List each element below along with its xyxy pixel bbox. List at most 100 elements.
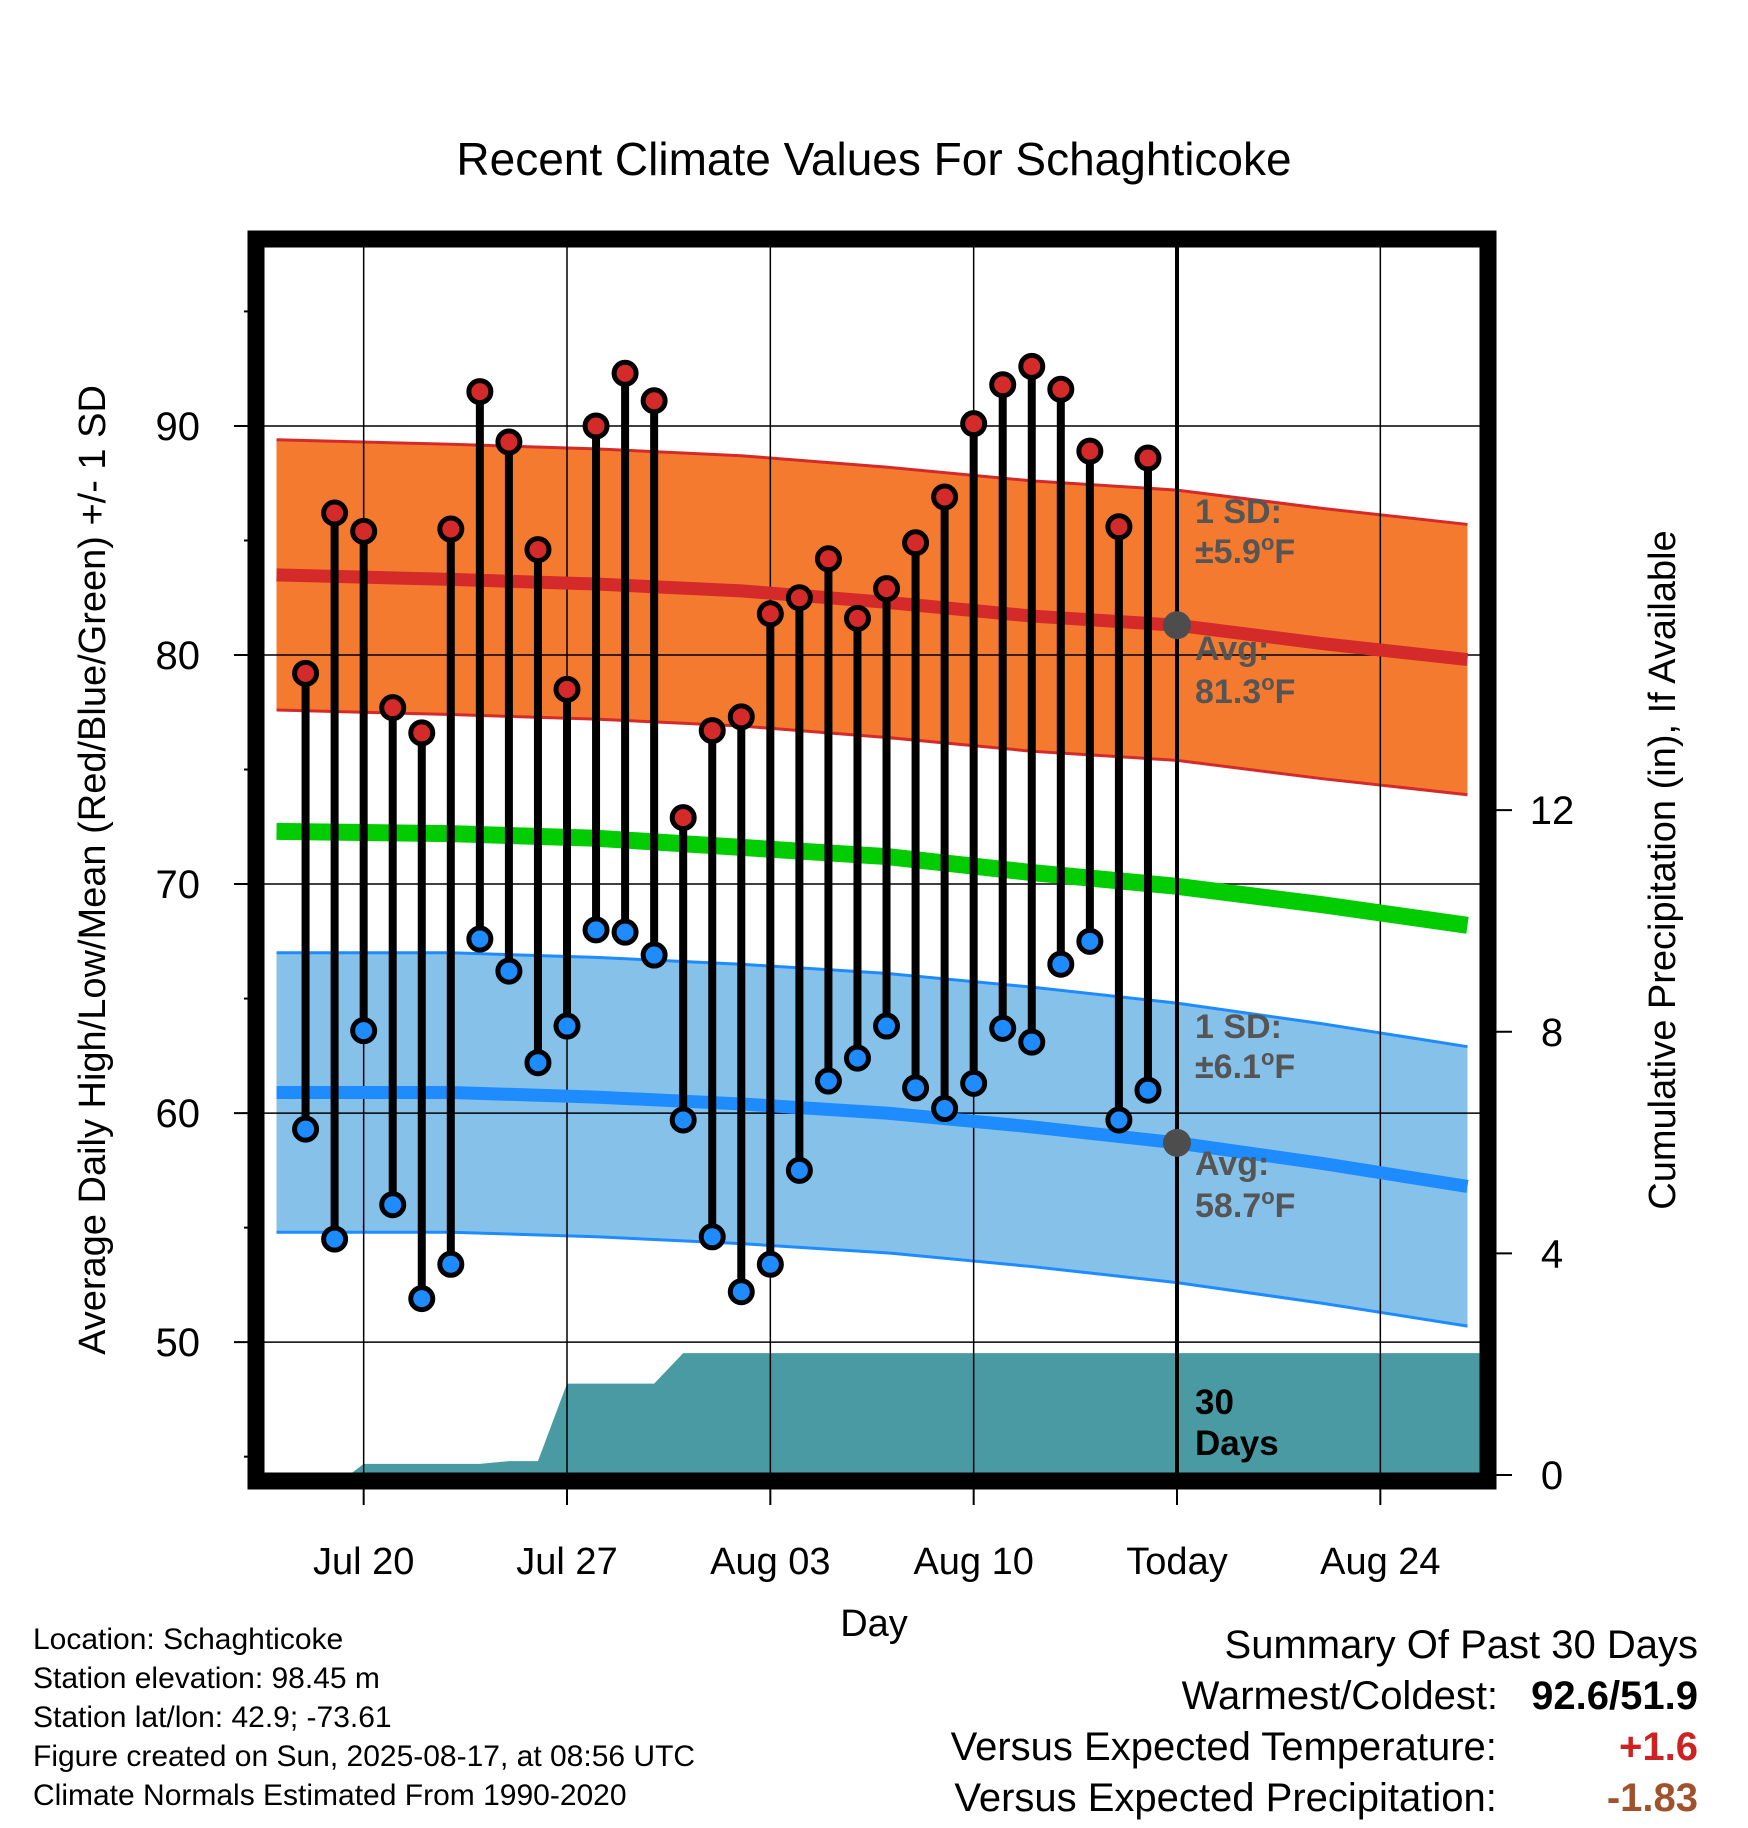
x-tick-label: Jul 27: [516, 1541, 617, 1583]
daily-high-point: [640, 387, 668, 415]
daily-high-point: [437, 515, 465, 543]
x-tick-label: Aug 24: [1320, 1541, 1440, 1583]
low-avg-value: 58.7oF: [1195, 1184, 1295, 1225]
x-tick-label: Aug 03: [710, 1541, 830, 1583]
plot-border: [247, 230, 1497, 1490]
y2-tick-label: 8: [1541, 1011, 1563, 1055]
daily-high-point: [989, 371, 1017, 399]
daily-low-point: [524, 1049, 552, 1077]
daily-high-point: [727, 703, 755, 731]
normal-mean-line: [276, 822, 1469, 934]
temp-label: Versus Expected Temperature:: [950, 1725, 1497, 1769]
daily-low-point: [989, 1014, 1017, 1042]
daily-high-point: [902, 529, 930, 557]
daily-low-point: [437, 1250, 465, 1278]
low-sd-band: [276, 952, 1468, 1327]
chart-title: Recent Climate Values For Schaghticoke: [456, 133, 1291, 185]
low-avg-label: Avg:: [1195, 1145, 1269, 1183]
daily-low-point: [553, 1012, 581, 1040]
precip-label: Versus Expected Precipitation:: [954, 1776, 1497, 1820]
daily-high-point: [669, 804, 697, 832]
daily-high-point: [1018, 352, 1046, 380]
plot-frame: [247, 230, 1497, 1490]
daily-high-point: [1047, 375, 1075, 403]
daily-low-point: [1134, 1076, 1162, 1104]
daily-high-point: [495, 428, 523, 456]
daily-low-point: [902, 1074, 930, 1102]
daily-high-point: [466, 378, 494, 406]
daily-low-point: [698, 1223, 726, 1251]
daily-high-point: [1076, 437, 1104, 465]
daily-low-point: [582, 916, 610, 944]
high-sd-value: ±5.9oF: [1195, 530, 1295, 571]
low-sd-value: ±6.1oF: [1195, 1045, 1295, 1086]
daily-high-point: [408, 719, 436, 747]
daily-low-point: [640, 941, 668, 969]
low-sd-label: 1 SD:: [1195, 1008, 1282, 1046]
y2-axis-label: Cumulative Precipitation (in), If Availa…: [1642, 530, 1684, 1209]
y-tick-label: 50: [156, 1321, 201, 1365]
axes: 50 60 70 80 90 0 4 8 12 Jul 20 Jul 27 Aug 03 Aug 10 T…: [156, 310, 1575, 1583]
daily-high-point: [814, 545, 842, 573]
daily-low-point: [466, 925, 494, 953]
daily-low-point: [379, 1191, 407, 1219]
summary-warm-cold-row: Warmest/Coldest: 92.6/51.9: [951, 1671, 1698, 1722]
y-axis-label: Average Daily High/Low/Mean (Red/Blue/Gr…: [72, 385, 114, 1355]
daily-high-point: [756, 600, 784, 628]
elevation-text: Station elevation: 98.45 m: [33, 1662, 380, 1695]
y-tick-label: 70: [156, 863, 201, 907]
summary-precip-row: Versus Expected Precipitation: -1.83: [951, 1773, 1698, 1824]
today-high-avg-dot: [1163, 611, 1191, 640]
high-avg-label: Avg:: [1195, 630, 1269, 668]
daily-high-point: [873, 575, 901, 603]
summary-title: Summary Of Past 30 Days: [1224, 1623, 1698, 1667]
summary-temp-row: Versus Expected Temperature: +1.6: [951, 1722, 1698, 1773]
daily-low-point: [1105, 1106, 1133, 1134]
y2-tick-label: 0: [1541, 1454, 1563, 1498]
precip-cumulative-area: [262, 1353, 1482, 1475]
daily-high-point: [1105, 513, 1133, 541]
y-tick-label: 90: [156, 405, 201, 449]
y2-tick-label: 12: [1530, 789, 1575, 833]
normal-low-line: [276, 1085, 1469, 1193]
daily-high-point: [292, 659, 320, 687]
location-text: Location: Schaghticoke: [33, 1623, 344, 1656]
daily-low-point: [785, 1156, 813, 1184]
high-avg-value: 81.3oF: [1195, 670, 1295, 711]
daily-high-point: [785, 584, 813, 612]
normals-text: Climate Normals Estimated From 1990-2020: [33, 1779, 627, 1812]
daily-low-point: [843, 1044, 871, 1072]
temp-value: +1.6: [1619, 1725, 1698, 1769]
y-tick-label: 80: [156, 634, 201, 678]
daily-low-point: [611, 918, 639, 946]
daily-high-point: [524, 536, 552, 564]
daily-high-point: [1134, 444, 1162, 472]
daily-low-point: [1076, 927, 1104, 955]
latlon-text: Station lat/lon: 42.9; -73.61: [33, 1701, 392, 1734]
daily-range-bars: [301, 366, 1152, 1299]
daily-low-point: [814, 1067, 842, 1095]
daily-low-point: [321, 1225, 349, 1253]
daily-low-point: [1047, 950, 1075, 978]
daily-low-point: [669, 1106, 697, 1134]
normal-bands: [276, 438, 1468, 1328]
daily-high-point: [553, 675, 581, 703]
daily-high-point: [582, 412, 610, 440]
low-sd-band-lower-edge: [276, 1230, 1468, 1328]
daily-low-point: [292, 1115, 320, 1143]
daily-low-point: [727, 1278, 755, 1306]
daily-high-point: [960, 410, 988, 438]
x-tick-label: Jul 20: [313, 1541, 414, 1583]
daily-high-point: [843, 604, 871, 632]
daily-low-point: [1018, 1028, 1046, 1056]
warm-cold-label: Warmest/Coldest:: [1181, 1674, 1499, 1718]
daily-low-point: [931, 1095, 959, 1123]
precip-area: [262, 1353, 1482, 1475]
daily-high-point: [379, 694, 407, 722]
high-sd-band: [276, 439, 1468, 795]
daily-low-point: [495, 957, 523, 985]
y-tick-label: 60: [156, 1092, 201, 1136]
precip-days-label-2: Days: [1195, 1424, 1279, 1463]
